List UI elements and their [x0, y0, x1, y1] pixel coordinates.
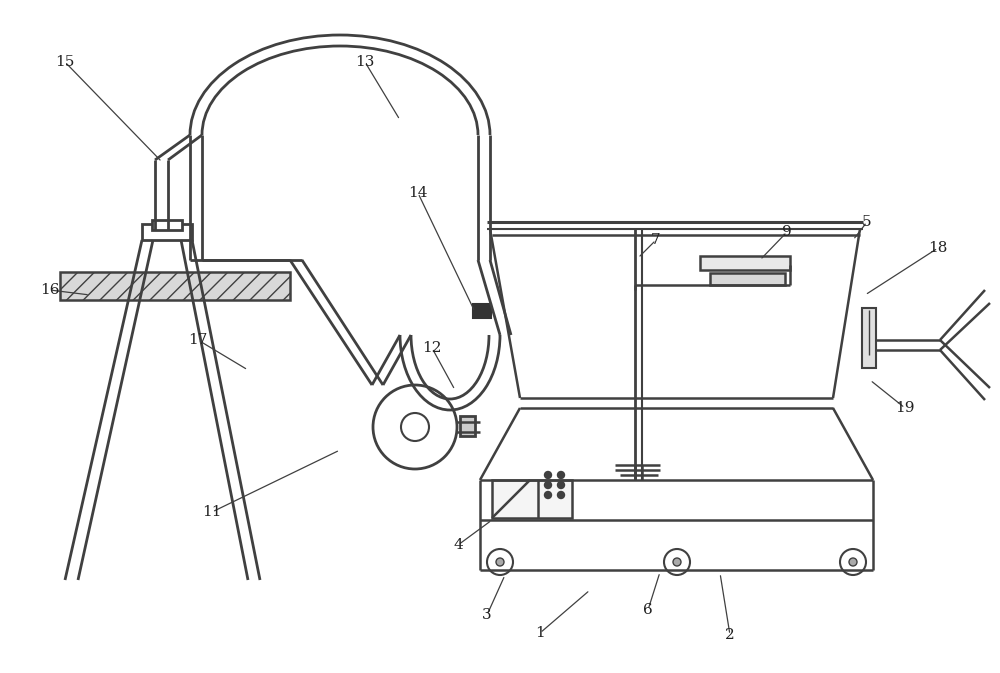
Bar: [473, 304, 491, 318]
Text: 12: 12: [422, 341, 442, 355]
Circle shape: [558, 472, 564, 479]
Text: 9: 9: [782, 225, 792, 239]
Bar: [142, 224, 192, 240]
Circle shape: [401, 413, 429, 441]
Text: 14: 14: [408, 186, 428, 200]
Bar: [460, 416, 475, 436]
Bar: [710, 273, 785, 285]
Text: 7: 7: [651, 233, 661, 247]
Circle shape: [544, 472, 552, 479]
Circle shape: [849, 558, 857, 566]
Text: 15: 15: [55, 55, 75, 69]
Circle shape: [673, 558, 681, 566]
Bar: [152, 220, 182, 230]
Text: 2: 2: [725, 628, 735, 642]
Bar: [60, 272, 290, 300]
Circle shape: [544, 491, 552, 499]
Text: 18: 18: [928, 241, 948, 255]
Bar: [492, 480, 572, 518]
Text: 4: 4: [453, 538, 463, 552]
Text: 1: 1: [535, 626, 545, 640]
Text: 11: 11: [202, 505, 222, 519]
Circle shape: [664, 549, 690, 575]
Circle shape: [496, 558, 504, 566]
Circle shape: [373, 385, 457, 469]
Bar: [862, 308, 876, 368]
Bar: [700, 256, 790, 270]
Text: 3: 3: [482, 608, 492, 622]
Text: 17: 17: [188, 333, 208, 347]
Text: 19: 19: [895, 401, 915, 415]
Circle shape: [487, 549, 513, 575]
Text: 5: 5: [862, 215, 872, 229]
Text: 13: 13: [355, 55, 375, 69]
Circle shape: [840, 549, 866, 575]
Circle shape: [558, 491, 564, 499]
Circle shape: [544, 481, 552, 489]
Text: 6: 6: [643, 603, 653, 617]
Circle shape: [558, 481, 564, 489]
Text: 16: 16: [40, 283, 60, 297]
